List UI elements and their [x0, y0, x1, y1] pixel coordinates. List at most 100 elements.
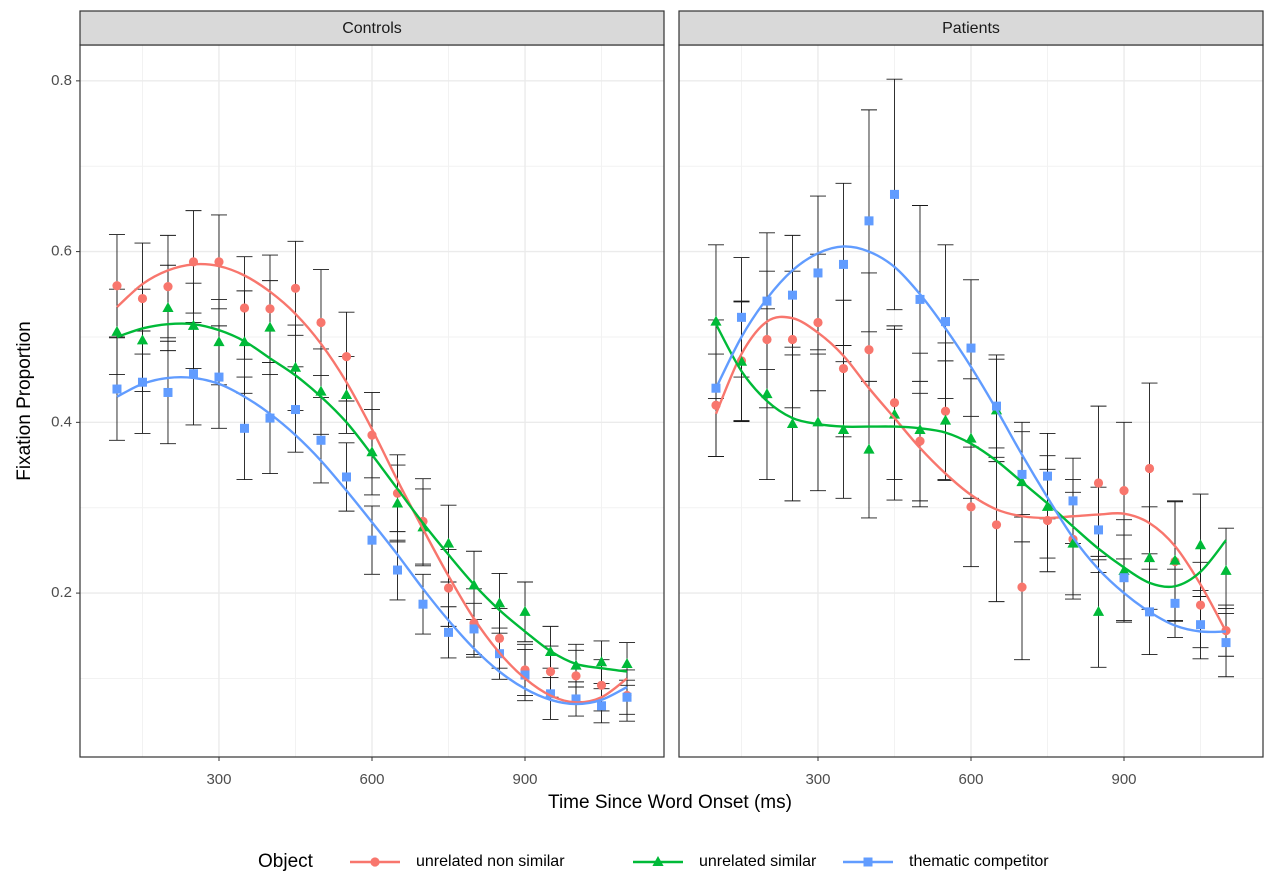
point — [966, 502, 976, 512]
trend-line — [116, 262, 628, 704]
point — [1118, 564, 1130, 575]
point — [137, 293, 148, 304]
point — [290, 283, 301, 293]
point — [813, 317, 823, 328]
point — [940, 317, 950, 327]
point — [787, 334, 798, 345]
point — [341, 472, 351, 482]
strip — [79, 10, 665, 46]
point — [444, 627, 454, 637]
point — [493, 597, 506, 608]
panel: Patients — [678, 10, 1264, 758]
point — [1144, 463, 1155, 474]
point — [239, 423, 249, 433]
point — [710, 315, 722, 326]
point — [1094, 525, 1104, 535]
point — [571, 694, 581, 704]
point — [289, 361, 302, 372]
x-tick-label: 300 — [206, 771, 231, 788]
point — [762, 296, 772, 306]
point — [213, 336, 225, 347]
point — [546, 689, 556, 699]
strip — [678, 10, 1264, 46]
point — [735, 355, 748, 366]
point — [864, 345, 874, 355]
strip-label: Patients — [942, 20, 1000, 37]
point — [545, 667, 556, 677]
trend-line — [714, 323, 1227, 589]
trend-line — [116, 376, 628, 706]
point — [966, 343, 976, 353]
legend-label: unrelated similar — [699, 853, 817, 870]
point — [370, 857, 380, 867]
point — [813, 268, 823, 278]
point — [652, 856, 664, 866]
point — [1067, 537, 1079, 548]
point — [761, 388, 773, 399]
y-tick-label: 0.8 — [51, 72, 72, 89]
point — [915, 294, 925, 304]
point — [442, 537, 455, 548]
point — [162, 301, 174, 312]
point — [1043, 471, 1053, 481]
point — [992, 401, 1002, 411]
point — [418, 599, 428, 609]
point — [915, 436, 925, 446]
point — [595, 656, 608, 667]
point — [596, 680, 607, 690]
point — [1220, 564, 1232, 575]
strip-label: Controls — [342, 20, 402, 37]
point — [571, 671, 581, 681]
point — [265, 304, 275, 314]
y-axis-label: Fixation Proportion — [14, 321, 35, 480]
y-tick-label: 0.6 — [51, 243, 72, 260]
point — [290, 405, 300, 415]
point — [341, 352, 352, 362]
point — [991, 520, 1002, 530]
point — [939, 414, 952, 425]
point — [1169, 554, 1181, 565]
legend-label: thematic competitor — [909, 853, 1049, 870]
point — [340, 389, 353, 400]
point — [597, 701, 607, 711]
point — [163, 387, 173, 397]
trend-line — [116, 322, 628, 673]
point — [136, 334, 149, 345]
x-tick-label: 600 — [359, 771, 384, 788]
point — [1143, 552, 1156, 563]
point — [469, 624, 479, 634]
x-tick-label: 600 — [958, 771, 983, 788]
point — [443, 583, 454, 593]
point — [1017, 582, 1027, 592]
x-tick-label: 900 — [512, 771, 537, 788]
point — [367, 535, 377, 545]
point — [1195, 600, 1206, 610]
point — [137, 377, 147, 387]
point — [1092, 605, 1105, 616]
x-tick-label: 300 — [805, 771, 830, 788]
point — [1017, 469, 1027, 479]
trend-line — [714, 315, 1228, 633]
point — [787, 290, 797, 300]
point — [940, 406, 951, 416]
trend-line — [714, 245, 1227, 634]
point — [265, 413, 275, 423]
x-axis-label: Time Since Word Onset (ms) — [548, 792, 792, 813]
point — [316, 435, 326, 445]
point — [1196, 620, 1206, 630]
point — [965, 432, 977, 443]
point — [264, 321, 276, 332]
point — [417, 521, 429, 532]
point — [1221, 638, 1231, 648]
x-tick-label: 900 — [1111, 771, 1136, 788]
point — [393, 565, 403, 575]
point — [391, 497, 404, 508]
point — [316, 317, 326, 328]
point — [163, 282, 173, 292]
point — [366, 446, 378, 457]
point — [519, 605, 531, 616]
point — [1194, 539, 1207, 550]
legend-title: Object — [258, 851, 314, 872]
point — [863, 443, 875, 454]
